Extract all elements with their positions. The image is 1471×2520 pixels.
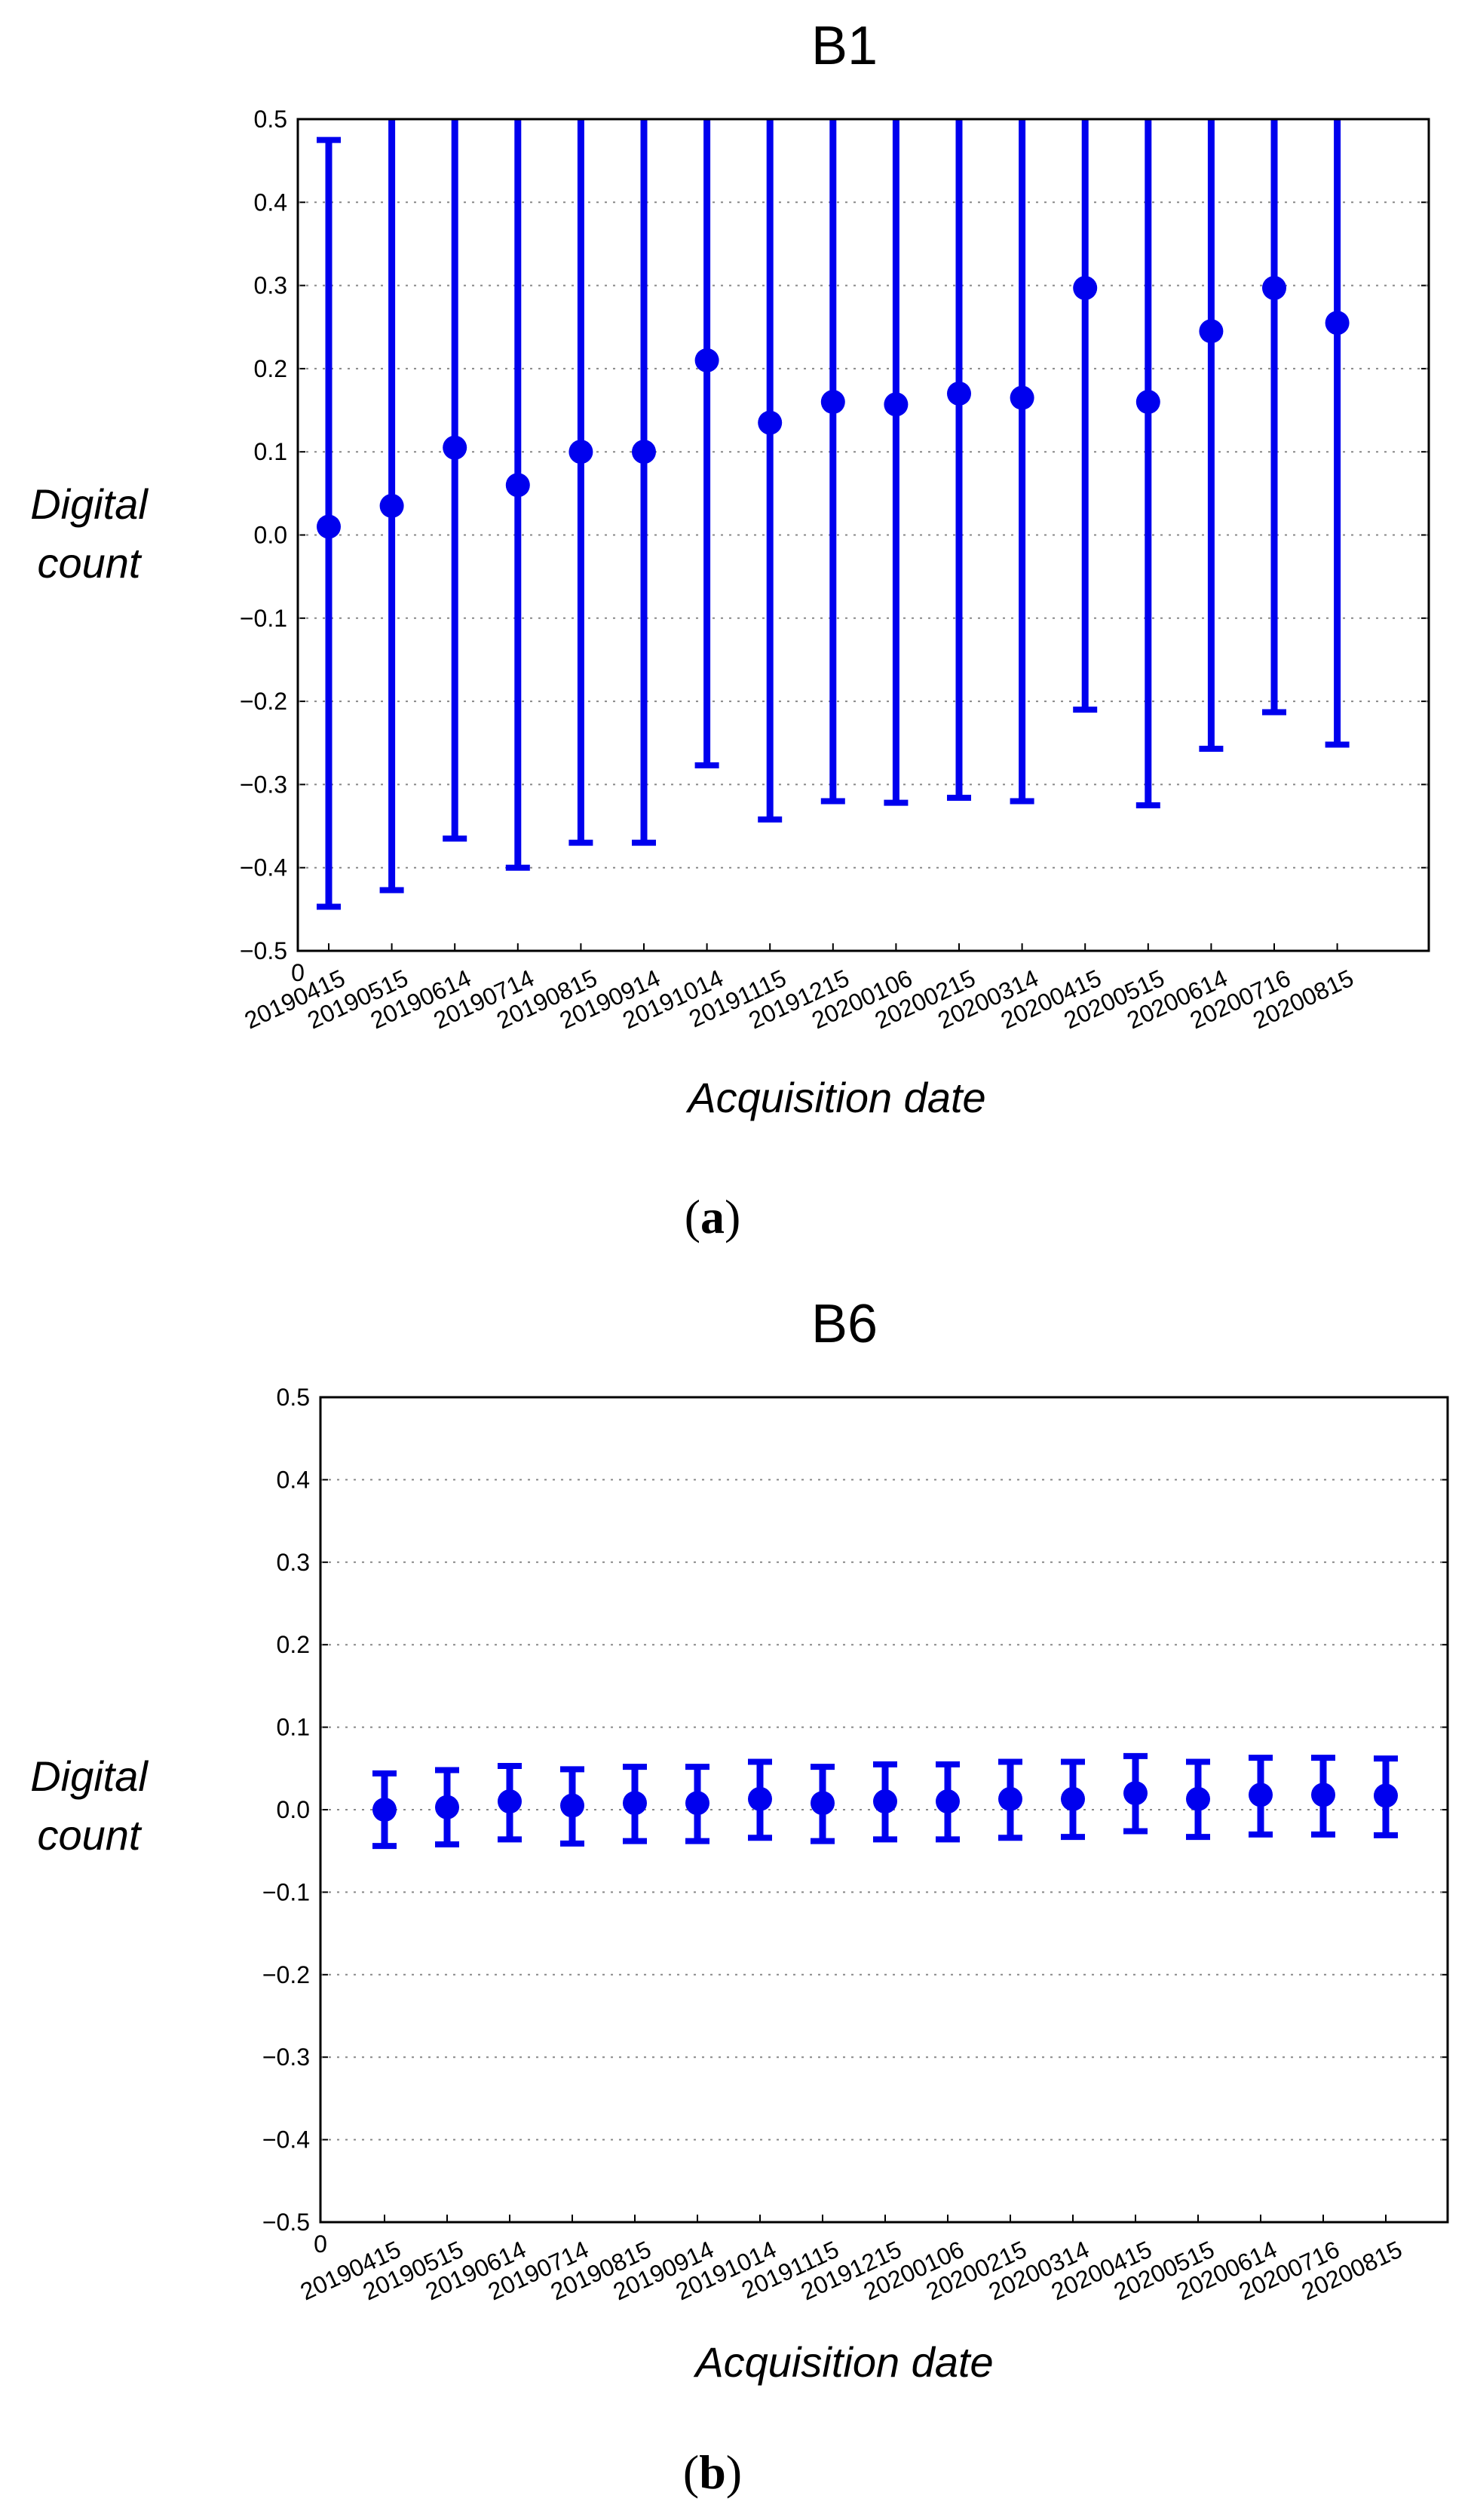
data-points (372, 1781, 1398, 1822)
data-point (947, 381, 971, 406)
data-point (498, 1789, 522, 1814)
y-tick-label: −0.5 (262, 2209, 310, 2236)
chart-b1: B1 0.5 0.4 0.3 0.2 0.1 0.0 −0.1 −0.2 −0.3 −0.4 −0.… (30, 16, 1430, 1243)
data-point (568, 440, 593, 464)
x-axis-label: Acquisition date (685, 1074, 985, 1121)
data-point (936, 1789, 960, 1814)
y-tick-label: −0.3 (262, 2043, 310, 2071)
data-point (632, 440, 656, 464)
y-tick-label: 0.5 (277, 1384, 310, 1411)
y-tick-label: 0.4 (254, 189, 287, 216)
panel-letter: b (699, 2445, 726, 2499)
y-tick-label: 0.0 (277, 1796, 310, 1823)
x-tick-label-zero: 0 (291, 959, 305, 986)
data-point (1010, 385, 1034, 410)
data-point (560, 1793, 584, 1818)
data-point (884, 392, 909, 417)
y-tick-label: 0.5 (254, 106, 287, 133)
data-point (623, 1791, 647, 1816)
data-point (685, 1791, 709, 1816)
data-point (811, 1791, 835, 1816)
data-point (1249, 1783, 1273, 1807)
y-tick-labels: 0.5 0.4 0.3 0.2 0.1 0.0 −0.1 −0.2 −0.3 −0.4 −0.5 (262, 1384, 1448, 2236)
y-tick-labels: 0.5 0.4 0.3 0.2 0.1 0.0 −0.1 −0.2 −0.3 −0.4 −0.5 (240, 106, 1429, 964)
y-tick-label: 0.0 (254, 522, 287, 549)
y-axis-label-line1: Digital (30, 1752, 149, 1800)
data-point (1061, 1786, 1085, 1811)
y-tick-label: 0.1 (254, 438, 287, 465)
data-point (694, 348, 719, 372)
y-tick-label: 0.2 (254, 355, 287, 382)
y-tick-label: 0.2 (277, 1631, 310, 1658)
data-points (317, 275, 1350, 539)
x-tick-labels: 0201904152019051520190614201907142019081… (241, 943, 1358, 1035)
data-point (1311, 1783, 1335, 1807)
data-point (379, 493, 404, 518)
data-point (443, 435, 467, 460)
y-tick-label: −0.2 (262, 1961, 310, 1988)
data-point (317, 514, 341, 539)
y-tick-label: 0.3 (277, 1549, 310, 1576)
data-point (758, 410, 783, 435)
x-tick-label-zero: 0 (314, 2230, 327, 2258)
data-point (1073, 275, 1098, 300)
y-tick-label: 0.4 (277, 1466, 310, 1493)
data-point (1262, 275, 1286, 300)
y-tick-label: −0.1 (240, 605, 287, 632)
y-tick-label: −0.3 (240, 771, 287, 798)
chart-title: B6 (811, 1294, 878, 1354)
data-point (372, 1798, 397, 1822)
data-point (1325, 311, 1350, 336)
y-tick-label: 0.3 (254, 272, 287, 299)
panel-letter: a (700, 1190, 725, 1243)
data-point (435, 1795, 459, 1819)
plot-frame (319, 1396, 1449, 2224)
y-tick-label: −0.4 (240, 854, 287, 881)
data-point (505, 473, 530, 498)
y-axis-label-line2: count (38, 539, 143, 587)
x-tick-labels: 0201904152019051520190614201907142019081… (296, 2215, 1406, 2306)
y-axis-label-line1: Digital (30, 480, 149, 528)
error-bars (317, 119, 1350, 910)
data-point (748, 1786, 772, 1811)
chart-b6: B6 0.5 0.4 0.3 0.2 0.1 0.0 −0.1 −0.2 −0.3 −0.4 −0.… (30, 1294, 1449, 2499)
y-tick-label: −0.2 (240, 688, 287, 715)
chart-title: B1 (811, 16, 878, 76)
data-point (1135, 390, 1160, 415)
data-point (1123, 1781, 1148, 1806)
data-point (1374, 1783, 1398, 1808)
y-tick-label: −0.5 (240, 937, 287, 964)
y-tick-label: −0.1 (262, 1878, 310, 1905)
data-point (998, 1786, 1022, 1811)
y-axis-label-line2: count (38, 1811, 143, 1859)
y-tick-label: 0.1 (277, 1714, 310, 1741)
y-tick-label: −0.4 (262, 2126, 310, 2154)
panel-label: (b) (683, 2445, 742, 2499)
gridlines (298, 201, 1429, 869)
data-point (1186, 1786, 1210, 1811)
x-axis-label: Acquisition date (693, 2338, 993, 2386)
data-point (1199, 319, 1224, 344)
data-point (873, 1789, 897, 1814)
plot-frame (296, 118, 1430, 952)
data-point (820, 390, 845, 415)
panel-label: (a) (685, 1190, 741, 1243)
